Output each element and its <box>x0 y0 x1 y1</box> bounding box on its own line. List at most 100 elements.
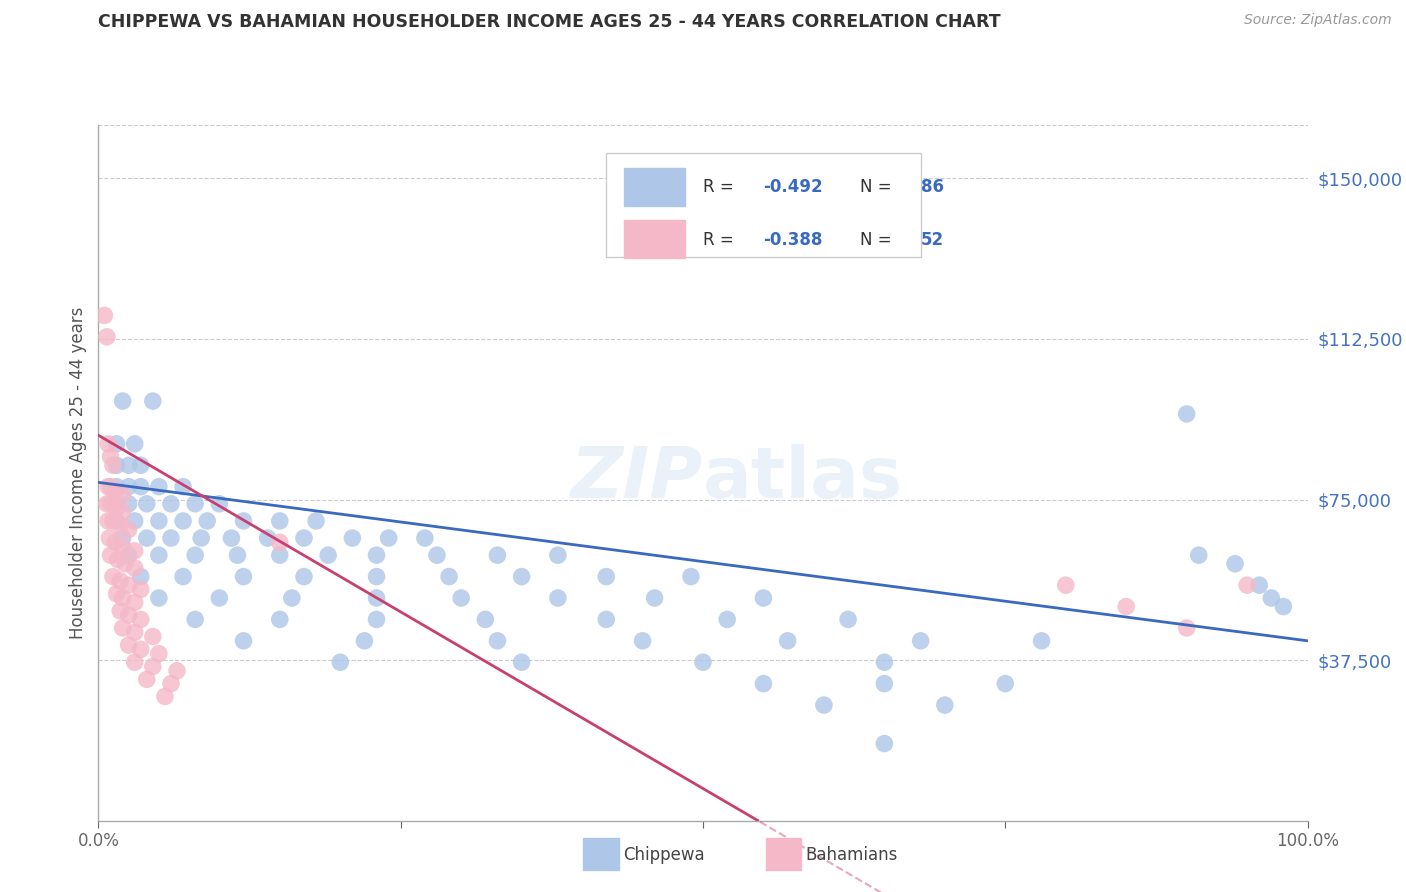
Point <box>329 655 352 669</box>
Point <box>107 552 129 566</box>
Point <box>716 612 738 626</box>
Point <box>256 531 278 545</box>
Point <box>269 612 291 626</box>
Point <box>1272 599 1295 614</box>
Point <box>486 548 509 562</box>
Text: N =: N = <box>860 231 897 249</box>
Point <box>1054 578 1077 592</box>
Point <box>450 591 472 605</box>
Point <box>124 561 146 575</box>
Point <box>111 540 134 554</box>
Point <box>190 531 212 545</box>
Point <box>105 458 128 473</box>
Point <box>148 514 170 528</box>
Point <box>934 698 956 712</box>
Point <box>873 676 896 690</box>
Point <box>124 625 146 640</box>
Point <box>105 480 128 494</box>
Point <box>160 497 183 511</box>
Point <box>124 437 146 451</box>
Point <box>153 690 176 704</box>
Text: -0.492: -0.492 <box>763 178 823 196</box>
Point <box>124 595 146 609</box>
Point <box>111 488 134 502</box>
Point <box>269 548 291 562</box>
Point <box>910 633 932 648</box>
Point <box>118 497 141 511</box>
Point <box>873 737 896 751</box>
Point <box>114 557 136 571</box>
Point <box>269 535 291 549</box>
Point <box>142 630 165 644</box>
Point <box>111 621 134 635</box>
Point <box>129 480 152 494</box>
Point <box>160 531 183 545</box>
Point <box>97 437 120 451</box>
Text: N =: N = <box>860 178 897 196</box>
Point <box>105 514 128 528</box>
Point <box>93 309 115 323</box>
Point <box>142 394 165 409</box>
Point <box>595 612 617 626</box>
Point <box>342 531 364 545</box>
Point <box>353 633 375 648</box>
Point <box>100 450 122 464</box>
Point <box>184 548 207 562</box>
Point <box>1031 633 1053 648</box>
Point <box>118 608 141 623</box>
Point <box>142 659 165 673</box>
Point <box>510 655 533 669</box>
Point <box>135 497 157 511</box>
FancyBboxPatch shape <box>606 153 921 257</box>
Point <box>873 655 896 669</box>
Point <box>101 514 124 528</box>
Point <box>631 633 654 648</box>
Point <box>366 569 388 583</box>
Point <box>98 531 121 545</box>
Point <box>366 612 388 626</box>
Point <box>148 480 170 494</box>
Point <box>1175 407 1198 421</box>
Point <box>100 480 122 494</box>
Point <box>108 574 131 588</box>
Point <box>1236 578 1258 592</box>
Point <box>366 591 388 605</box>
Point <box>97 480 120 494</box>
Point <box>105 501 128 516</box>
Point <box>595 569 617 583</box>
Point <box>124 655 146 669</box>
Point <box>305 514 328 528</box>
Point <box>108 604 131 618</box>
Point <box>1115 599 1137 614</box>
Point <box>1223 557 1246 571</box>
Point <box>105 483 128 498</box>
Point <box>644 591 666 605</box>
Point <box>292 531 315 545</box>
Point <box>96 330 118 344</box>
Bar <box>624 168 685 206</box>
Point <box>692 655 714 669</box>
Point <box>547 548 569 562</box>
Point <box>486 633 509 648</box>
Point <box>172 480 194 494</box>
Point <box>105 497 128 511</box>
Point <box>208 497 231 511</box>
Text: R =: R = <box>703 178 740 196</box>
Point <box>281 591 304 605</box>
Point <box>100 497 122 511</box>
Point <box>776 633 799 648</box>
Point <box>118 578 141 592</box>
Point <box>752 591 775 605</box>
Point <box>413 531 436 545</box>
Point <box>547 591 569 605</box>
Point <box>111 505 134 519</box>
Point <box>172 569 194 583</box>
Text: 86: 86 <box>921 178 943 196</box>
Point <box>148 647 170 661</box>
Point <box>510 569 533 583</box>
Point <box>813 698 835 712</box>
Point <box>118 458 141 473</box>
Point <box>135 531 157 545</box>
Point <box>148 591 170 605</box>
Point <box>129 582 152 597</box>
